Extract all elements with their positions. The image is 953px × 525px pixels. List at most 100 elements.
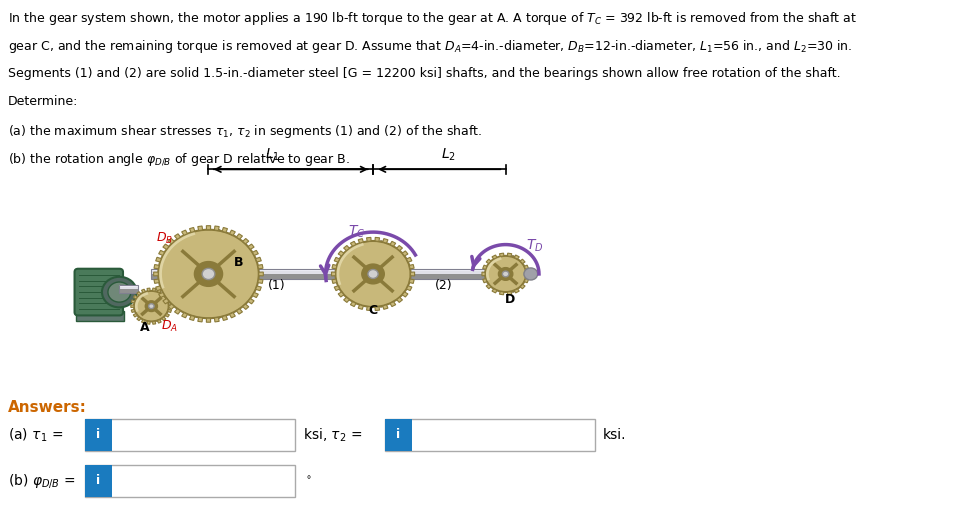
Text: $D_B$: $D_B$ (155, 231, 172, 246)
Polygon shape (165, 313, 170, 317)
Text: (a) the maximum shear stresses $\tau_1$, $\tau_2$ in segments (1) and (2) of the: (a) the maximum shear stresses $\tau_1$,… (8, 123, 481, 140)
Polygon shape (382, 305, 388, 309)
Polygon shape (331, 272, 335, 276)
Circle shape (145, 301, 157, 311)
Circle shape (158, 229, 258, 318)
Polygon shape (163, 299, 169, 304)
Bar (373, 269, 515, 279)
Polygon shape (248, 299, 253, 304)
Text: $D_A$: $D_A$ (161, 319, 178, 333)
Polygon shape (206, 226, 211, 230)
Bar (119, 285, 137, 293)
Bar (385, 419, 595, 451)
Polygon shape (190, 316, 194, 320)
Ellipse shape (154, 291, 161, 321)
Polygon shape (482, 265, 486, 269)
Polygon shape (162, 292, 166, 296)
Text: C: C (368, 304, 377, 317)
Circle shape (102, 277, 136, 307)
Polygon shape (396, 246, 402, 250)
Text: B: B (233, 256, 243, 269)
Polygon shape (334, 286, 339, 291)
Text: D: D (504, 293, 515, 306)
Circle shape (108, 282, 131, 302)
Circle shape (368, 269, 377, 278)
Polygon shape (481, 272, 485, 276)
Bar (152, 269, 215, 271)
Text: Determine:: Determine: (8, 95, 78, 108)
FancyBboxPatch shape (74, 269, 123, 316)
Polygon shape (357, 305, 363, 309)
Polygon shape (163, 244, 169, 249)
Polygon shape (499, 291, 503, 295)
Polygon shape (253, 292, 258, 298)
Polygon shape (153, 265, 159, 269)
Bar (119, 285, 137, 289)
Circle shape (133, 291, 169, 321)
Polygon shape (486, 285, 491, 289)
Polygon shape (222, 316, 227, 320)
Polygon shape (486, 259, 491, 264)
Polygon shape (133, 313, 137, 317)
Polygon shape (514, 255, 518, 259)
Polygon shape (375, 307, 379, 311)
Bar (152, 269, 215, 274)
Polygon shape (499, 253, 503, 257)
Ellipse shape (507, 256, 518, 292)
Polygon shape (255, 257, 261, 262)
Polygon shape (162, 317, 166, 321)
Polygon shape (337, 292, 344, 297)
Bar (385, 419, 412, 451)
Polygon shape (181, 312, 187, 318)
Text: (b) the rotation angle $\varphi_{D/B}$ of gear D relative to gear B.: (b) the rotation angle $\varphi_{D/B}$ o… (8, 152, 350, 168)
Polygon shape (357, 238, 363, 243)
Polygon shape (136, 317, 141, 321)
Polygon shape (332, 279, 336, 284)
Polygon shape (152, 321, 155, 324)
Bar (152, 269, 215, 279)
Polygon shape (482, 279, 486, 283)
Polygon shape (337, 251, 344, 256)
Polygon shape (255, 286, 261, 291)
Text: $^\circ$: $^\circ$ (303, 474, 312, 488)
Polygon shape (174, 309, 180, 314)
Polygon shape (382, 238, 388, 243)
Polygon shape (168, 238, 174, 244)
Circle shape (202, 268, 214, 279)
Polygon shape (165, 295, 170, 299)
Bar (209, 269, 379, 279)
Bar (209, 269, 379, 271)
Polygon shape (507, 291, 511, 295)
Polygon shape (153, 279, 159, 284)
Polygon shape (132, 300, 135, 303)
Bar (85, 465, 112, 497)
Polygon shape (366, 237, 371, 242)
Polygon shape (514, 289, 518, 293)
Bar (373, 274, 515, 279)
Text: i: i (96, 475, 100, 488)
Polygon shape (132, 309, 135, 312)
Text: In the gear system shown, the motor applies a 190 lb-ft torque to the gear at A.: In the gear system shown, the motor appl… (8, 10, 856, 27)
Circle shape (497, 268, 513, 280)
Text: i: i (395, 428, 399, 442)
Polygon shape (402, 251, 408, 256)
Polygon shape (168, 304, 174, 309)
Polygon shape (197, 226, 202, 230)
Circle shape (194, 261, 222, 286)
Polygon shape (350, 302, 355, 307)
Bar (373, 269, 515, 271)
FancyBboxPatch shape (76, 311, 124, 321)
Polygon shape (214, 226, 219, 230)
Text: Segments (1) and (2) are solid 1.5-in.-diameter steel [G = 12200 ksi] shafts, an: Segments (1) and (2) are solid 1.5-in.-d… (8, 67, 840, 80)
Polygon shape (248, 244, 253, 249)
Polygon shape (147, 288, 150, 291)
Bar (85, 419, 294, 451)
Polygon shape (168, 300, 172, 303)
Polygon shape (153, 272, 158, 276)
Ellipse shape (209, 229, 228, 318)
Bar (152, 274, 215, 279)
Text: $L_2$: $L_2$ (440, 147, 456, 163)
Polygon shape (236, 234, 242, 239)
Text: $T_D$: $T_D$ (526, 238, 543, 254)
Polygon shape (350, 242, 355, 246)
